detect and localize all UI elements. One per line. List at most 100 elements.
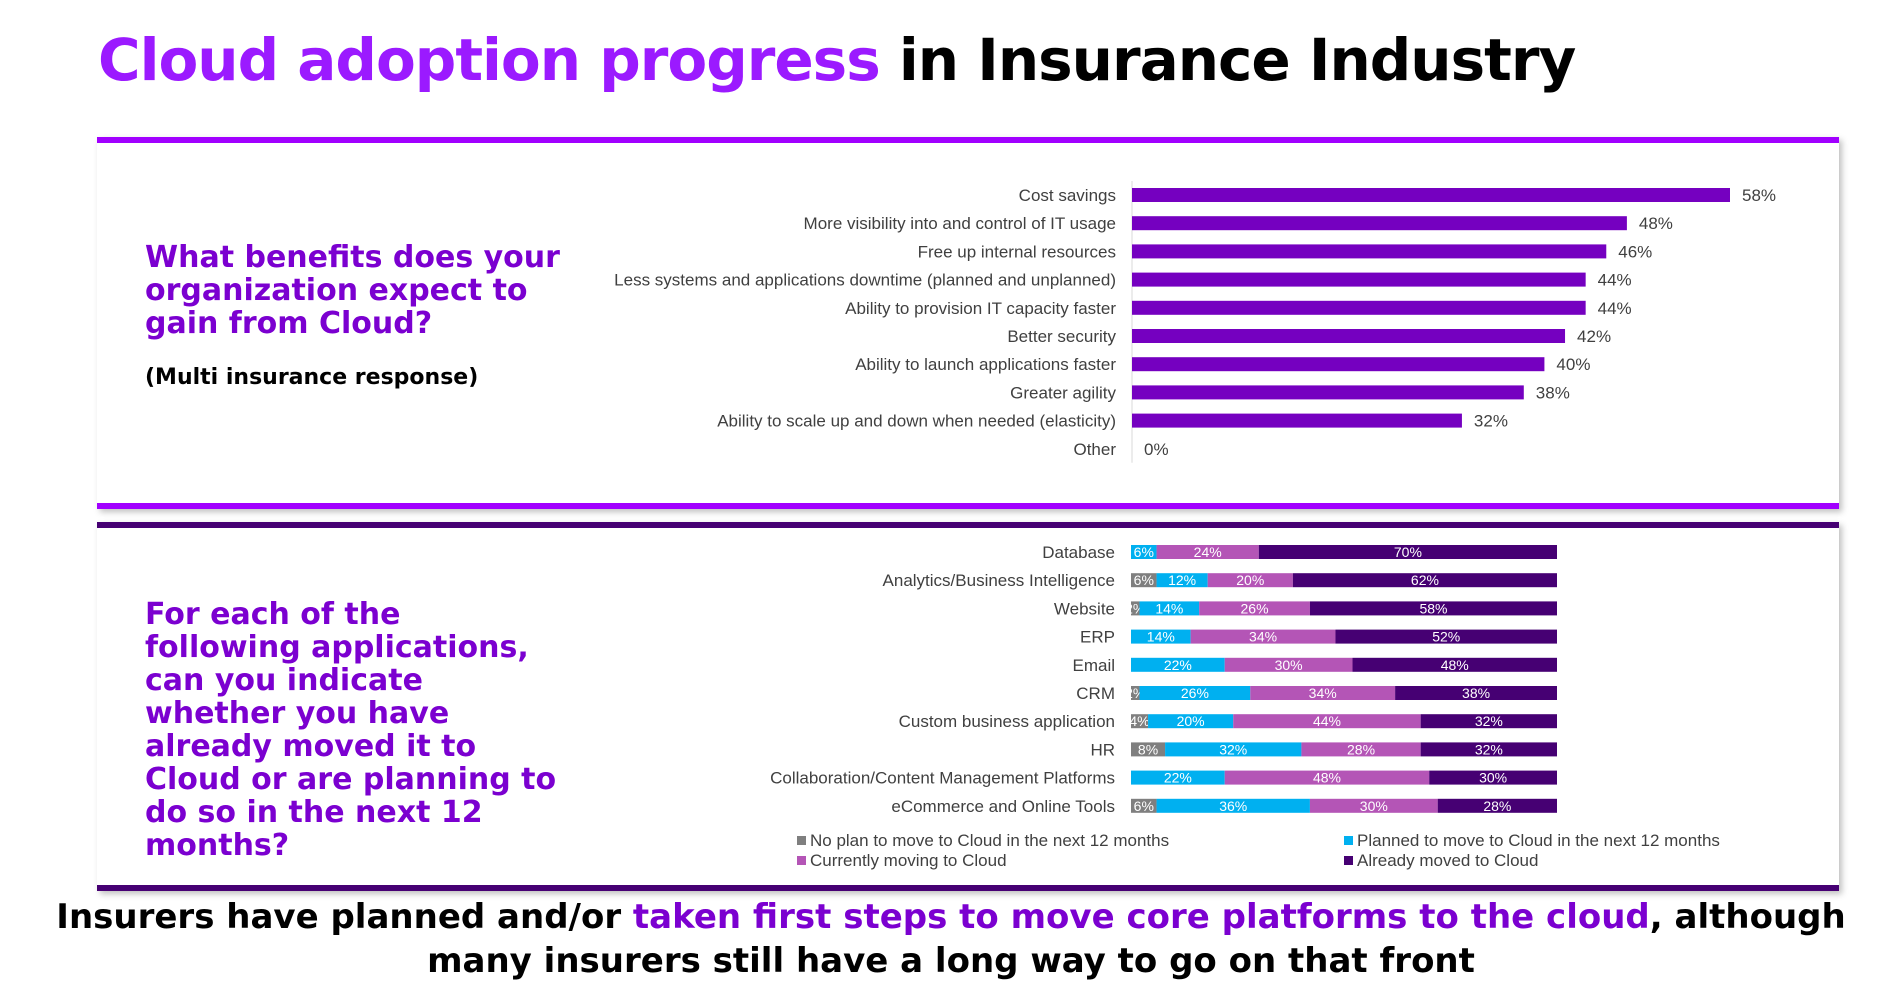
applications-bar-segment xyxy=(1352,657,1557,672)
applications-category-label: Database xyxy=(1042,543,1115,562)
applications-bar-segment xyxy=(1335,629,1557,644)
applications-data-label: 36% xyxy=(1219,798,1247,814)
benefits-data-label: 58% xyxy=(1742,186,1776,205)
legend-swatch xyxy=(797,836,806,845)
benefits-category-label: Ability to launch applications faster xyxy=(855,355,1116,374)
benefits-data-label: 46% xyxy=(1618,242,1652,261)
applications-question: For each of the following applications, … xyxy=(145,597,557,863)
applications-data-label: 8% xyxy=(1138,741,1158,757)
benefits-data-label: 44% xyxy=(1598,299,1632,318)
benefits-bar xyxy=(1132,188,1730,202)
applications-bar-segment xyxy=(1258,545,1557,559)
applications-data-label: 58% xyxy=(1419,600,1447,616)
title-rest: in Insurance Industry xyxy=(879,26,1576,94)
applications-category-label: HR xyxy=(1090,740,1115,759)
benefits-category-label: More visibility into and control of IT u… xyxy=(804,214,1116,233)
applications-bar-segment xyxy=(1199,601,1310,616)
applications-data-label: 14% xyxy=(1155,600,1183,616)
applications-bar-segment xyxy=(1131,601,1140,616)
applications-data-label: 4% xyxy=(1129,713,1149,729)
benefits-data-label: 40% xyxy=(1556,355,1590,374)
benefits-data-label: 0% xyxy=(1144,440,1169,459)
applications-data-label: 22% xyxy=(1164,770,1192,786)
applications-bar-segment xyxy=(1395,686,1557,700)
applications-bar-segment xyxy=(1250,686,1396,700)
applications-data-label: 32% xyxy=(1219,741,1247,757)
legend-label: No plan to move to Cloud in the next 12 … xyxy=(810,831,1169,850)
applications-data-label: 20% xyxy=(1177,713,1205,729)
applications-bar-segment xyxy=(1131,629,1191,644)
applications-data-label: 14% xyxy=(1147,629,1175,645)
footer-statement: Insurers have planned and/or taken first… xyxy=(0,895,1902,983)
applications-data-label: 70% xyxy=(1394,544,1422,560)
applications-data-label: 44% xyxy=(1313,713,1341,729)
legend-swatch xyxy=(1344,856,1353,865)
applications-bar-segment xyxy=(1233,714,1421,729)
applications-data-label: 22% xyxy=(1164,657,1192,673)
benefits-bar xyxy=(1132,300,1586,315)
applications-data-label: 26% xyxy=(1241,600,1269,616)
benefits-bar xyxy=(1132,385,1524,400)
applications-bar-segment xyxy=(1292,573,1557,588)
applications-data-label: 24% xyxy=(1194,544,1222,560)
applications-data-label: 28% xyxy=(1483,798,1511,814)
benefits-category-label: Less systems and applications downtime (… xyxy=(614,271,1116,290)
applications-bar-segment xyxy=(1437,798,1557,813)
applications-stacked-bar-chart: Database 6% 24% 70% Analytics/Business Intel… xyxy=(770,543,1720,870)
applications-bar-segment xyxy=(1207,573,1293,588)
applications-bar-segment xyxy=(1131,798,1157,813)
benefits-bar xyxy=(1132,413,1462,428)
applications-bar-segment xyxy=(1139,601,1200,616)
applications-data-label: 32% xyxy=(1475,741,1503,757)
applications-bar-segment xyxy=(1131,742,1166,757)
footer-part2: , although many insurers still have a lo… xyxy=(427,897,1846,981)
applications-data-label: 30% xyxy=(1360,798,1388,814)
legend-label: Already moved to Cloud xyxy=(1357,851,1538,870)
applications-data-label: 20% xyxy=(1236,572,1264,588)
applications-data-label: 6% xyxy=(1134,798,1154,814)
applications-data-label: 52% xyxy=(1432,629,1460,645)
applications-category-label: CRM xyxy=(1076,684,1115,703)
applications-category-label: eCommerce and Online Tools xyxy=(891,797,1115,816)
benefits-category-label: Better security xyxy=(1007,327,1116,346)
applications-bar-segment xyxy=(1301,742,1421,757)
applications-category-label: Collaboration/Content Management Platfor… xyxy=(770,769,1115,788)
benefits-panel: What benefits does your organization exp… xyxy=(97,137,1839,509)
applications-data-label: 30% xyxy=(1479,770,1507,786)
applications-bar-segment xyxy=(1131,770,1225,785)
applications-data-label: 34% xyxy=(1249,629,1277,645)
applications-panel: For each of the following applications, … xyxy=(97,522,1839,891)
applications-data-label: 48% xyxy=(1441,657,1469,673)
applications-data-label: 12% xyxy=(1168,572,1196,588)
benefits-category-label: Greater agility xyxy=(1010,383,1116,402)
title-highlight: Cloud adoption progress xyxy=(98,26,881,94)
applications-data-label: 30% xyxy=(1275,657,1303,673)
benefits-bar xyxy=(1132,329,1566,343)
applications-bar-segment xyxy=(1309,798,1438,813)
applications-category-label: Custom business application xyxy=(899,712,1115,731)
applications-bar-segment xyxy=(1148,714,1234,729)
applications-bar-segment xyxy=(1420,742,1557,757)
applications-bar-segment xyxy=(1131,573,1157,588)
applications-bar-segment xyxy=(1156,798,1310,813)
footer-part1: Insurers have planned and/or xyxy=(56,897,633,937)
applications-bar-segment xyxy=(1131,657,1225,672)
page-title: Cloud adoption progress in Insurance Ind… xyxy=(98,26,1576,94)
applications-data-label: 26% xyxy=(1181,685,1209,701)
applications-data-label: 6% xyxy=(1134,544,1154,560)
applications-bar-segment xyxy=(1165,742,1302,757)
applications-data-label: 32% xyxy=(1475,713,1503,729)
legend-label: Planned to move to Cloud in the next 12 … xyxy=(1357,831,1720,850)
legend-swatch xyxy=(797,856,806,865)
applications-category-label: Analytics/Business Intelligence xyxy=(883,571,1115,590)
benefits-data-label: 42% xyxy=(1577,327,1611,346)
benefits-category-label: Ability to scale up and down when needed… xyxy=(717,412,1116,431)
applications-data-label: 28% xyxy=(1347,741,1375,757)
applications-data-label: 34% xyxy=(1309,685,1337,701)
applications-bar-segment xyxy=(1139,686,1251,700)
applications-bar-segment xyxy=(1131,714,1149,729)
applications-data-label: 6% xyxy=(1134,572,1154,588)
benefits-category-label: Ability to provision IT capacity faster xyxy=(845,299,1116,318)
benefits-category-label: Other xyxy=(1073,440,1116,459)
applications-bar-segment xyxy=(1131,545,1157,559)
